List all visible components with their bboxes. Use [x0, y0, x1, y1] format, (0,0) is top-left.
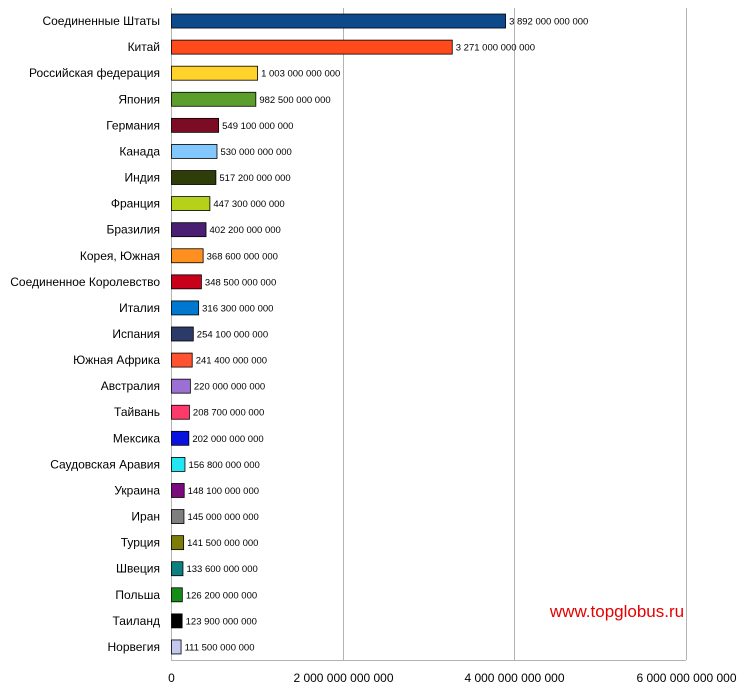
- bar: [171, 13, 506, 29]
- bars: [171, 13, 506, 655]
- category-label: Соединенное Королевство: [10, 275, 160, 289]
- value-label: 141 500 000 000: [187, 538, 258, 549]
- labels: Соединенные Штаты 3 892 000 000 000 Китай 3…: [10, 14, 588, 654]
- bar: [171, 117, 220, 133]
- value-label: 1 003 000 000 000: [261, 69, 340, 80]
- value-label: 148 100 000 000: [188, 486, 259, 497]
- value-label: 3 892 000 000 000: [509, 17, 588, 28]
- gridlines: [171, 8, 687, 661]
- bar: [171, 91, 257, 107]
- bar: [171, 613, 183, 629]
- bar: [171, 378, 191, 394]
- value-label: 402 200 000 000: [210, 225, 281, 236]
- value-label: 447 300 000 000: [213, 199, 284, 210]
- category-label: Норвегия: [107, 640, 160, 654]
- category-label: Канада: [119, 144, 160, 158]
- value-label: 208 700 000 000: [193, 408, 264, 419]
- category-label: Саудовская Аравия: [50, 457, 160, 471]
- value-label: 549 100 000 000: [222, 121, 293, 132]
- x-tick-label: 6 000 000 000 000: [636, 671, 736, 685]
- bar: [171, 196, 211, 212]
- value-label: 368 600 000 000: [207, 251, 278, 262]
- value-label: 982 500 000 000: [259, 95, 330, 106]
- category-label: Польша: [115, 588, 160, 602]
- category-label: Германия: [106, 118, 160, 132]
- bar: [171, 639, 182, 655]
- bar: [171, 326, 194, 342]
- value-label: 156 800 000 000: [188, 460, 259, 471]
- category-label: Тайвань: [114, 405, 160, 419]
- bar: [171, 535, 185, 551]
- x-tick-label: 4 000 000 000 000: [464, 671, 564, 685]
- bar: [171, 483, 185, 498]
- value-label: 145 000 000 000: [187, 512, 258, 523]
- category-label: Российская федерация: [29, 66, 160, 80]
- value-label: 530 000 000 000: [220, 147, 291, 158]
- value-label: 241 400 000 000: [196, 356, 267, 367]
- category-label: Иран: [131, 510, 160, 524]
- category-label: Соединенные Штаты: [42, 14, 160, 28]
- bar: [171, 274, 202, 290]
- value-label: 348 500 000 000: [205, 277, 276, 288]
- bar: [171, 430, 190, 446]
- category-label: Таиланд: [113, 614, 160, 628]
- value-label: 3 271 000 000 000: [456, 43, 535, 54]
- bar: [171, 404, 190, 420]
- value-label: 111 500 000 000: [185, 642, 255, 653]
- category-label: Япония: [118, 92, 160, 106]
- category-label: Австралия: [101, 379, 160, 393]
- x-tick-label: 2 000 000 000 000: [293, 671, 393, 685]
- bar: [171, 456, 186, 472]
- category-label: Франция: [111, 197, 160, 211]
- watermark-text: www.topglobus.ru: [549, 602, 684, 621]
- bar: [171, 222, 207, 238]
- bar: [171, 39, 453, 55]
- x-axis-ticks: 0 2 000 000 000 000 4 000 000 000 000 6 000…: [168, 671, 737, 685]
- category-label: Бразилия: [107, 223, 161, 237]
- value-label: 316 300 000 000: [202, 303, 273, 314]
- value-label: 220 000 000 000: [194, 382, 265, 393]
- category-label: Корея, Южная: [80, 249, 160, 263]
- category-label: Мексика: [113, 431, 160, 445]
- value-label: 126 200 000 000: [186, 590, 257, 601]
- bar: [171, 509, 185, 524]
- category-label: Индия: [125, 171, 160, 185]
- bar: [171, 300, 200, 316]
- bar: [171, 352, 193, 368]
- value-label: 123 900 000 000: [186, 616, 257, 627]
- value-label: 133 600 000 000: [186, 564, 257, 575]
- bar: [171, 561, 184, 577]
- value-label: 202 000 000 000: [192, 434, 263, 445]
- category-label: Швеция: [116, 562, 160, 576]
- category-label: Испания: [112, 327, 160, 341]
- value-label: 517 200 000 000: [219, 173, 290, 184]
- value-label: 254 100 000 000: [197, 330, 268, 341]
- category-label: Южная Африка: [73, 353, 160, 367]
- category-label: Украина: [114, 483, 160, 497]
- bar: [171, 65, 258, 81]
- bar: [171, 248, 204, 264]
- x-tick-label: 0: [168, 671, 175, 685]
- category-label: Турция: [121, 536, 160, 550]
- bar: [171, 170, 217, 185]
- bar: [171, 587, 183, 603]
- bar: [171, 144, 218, 159]
- category-label: Италия: [119, 301, 160, 315]
- category-label: Китай: [128, 40, 160, 54]
